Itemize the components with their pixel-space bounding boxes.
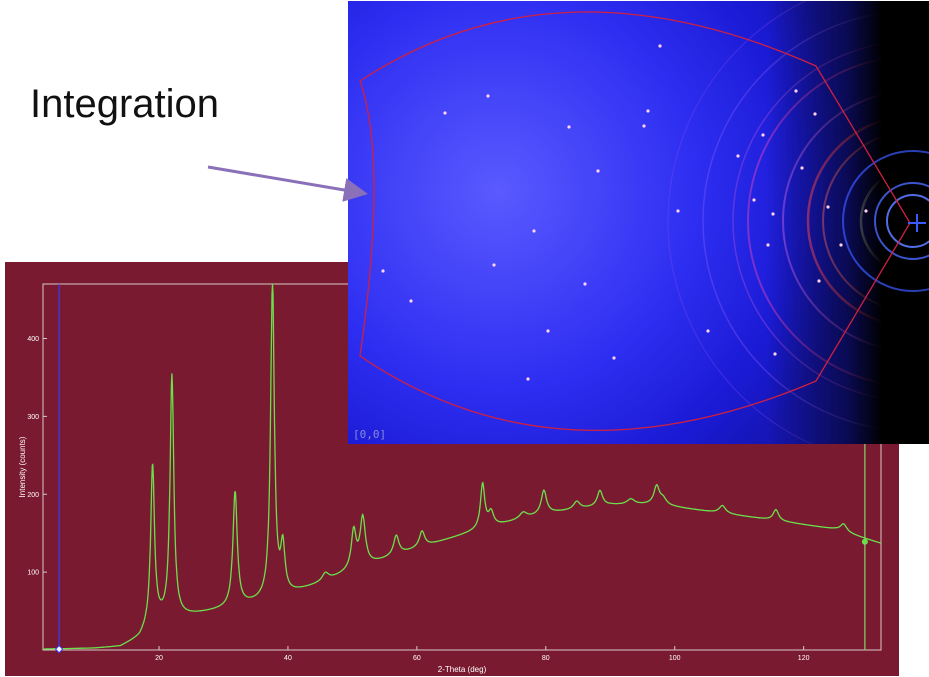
diffraction-spot bbox=[773, 352, 777, 356]
integration-arrow bbox=[207, 165, 368, 202]
diffraction-spot bbox=[567, 125, 571, 129]
diffraction-spots bbox=[381, 44, 868, 381]
diffraction-spot bbox=[486, 94, 490, 98]
diffraction-spot bbox=[526, 377, 530, 381]
diffraction-spot bbox=[443, 111, 447, 115]
diffraction-spot bbox=[813, 112, 817, 116]
diffraction-spot bbox=[817, 279, 821, 283]
diffraction-spot bbox=[826, 205, 830, 209]
diffraction-spot bbox=[532, 229, 536, 233]
x-tick-label: 40 bbox=[284, 655, 292, 662]
diffraction-trace bbox=[43, 283, 882, 650]
y-tick-label: 200 bbox=[27, 492, 39, 499]
x-tick-label: 60 bbox=[413, 655, 421, 662]
diffraction-spot bbox=[766, 243, 770, 247]
diffraction-spot bbox=[642, 124, 646, 128]
intensity-chart: 20 40 60 80 100 120 100 200 300 400 2-Theta (deg)… bbox=[18, 283, 882, 674]
x-tick-label: 100 bbox=[669, 655, 681, 662]
diffraction-spot bbox=[761, 133, 765, 137]
y-tick-label: 400 bbox=[27, 336, 39, 343]
x-tick-label: 20 bbox=[155, 655, 163, 662]
diffraction-spot bbox=[736, 154, 740, 158]
diffraction-spot bbox=[409, 299, 413, 303]
integration-mask bbox=[359, 11, 911, 431]
diffraction-spot bbox=[596, 169, 600, 173]
diffraction-spot bbox=[676, 209, 680, 213]
diffraction-spot bbox=[646, 109, 650, 113]
x-axis-label: 2-Theta (deg) bbox=[438, 665, 487, 674]
y-tick-label: 100 bbox=[27, 570, 39, 577]
y-axis-label: Intensity (counts) bbox=[18, 436, 27, 497]
diffraction-spot bbox=[658, 44, 662, 48]
detector-image: [0,0] bbox=[348, 1, 929, 444]
rings-beyond-edge bbox=[842, 150, 929, 292]
diffraction-spot bbox=[546, 329, 550, 333]
diffraction-spot bbox=[381, 269, 385, 273]
diffraction-spot bbox=[612, 356, 616, 360]
y-tick-label: 300 bbox=[27, 414, 39, 421]
beam-center-crosshair bbox=[908, 214, 926, 232]
x-tick-label: 80 bbox=[542, 655, 550, 662]
diffraction-spot bbox=[583, 282, 587, 286]
diffraction-spot bbox=[800, 166, 804, 170]
diffraction-spot bbox=[794, 89, 798, 93]
marker-point[interactable] bbox=[861, 538, 868, 545]
range-start-handle[interactable] bbox=[54, 644, 64, 654]
diffraction-spot bbox=[492, 263, 496, 267]
x-tick-label: 120 bbox=[798, 655, 810, 662]
detector-edge-shadow bbox=[348, 1, 929, 444]
slide-title: Integration bbox=[30, 82, 220, 126]
detector-image-svg bbox=[348, 1, 929, 444]
diffraction-spot bbox=[752, 198, 756, 202]
diffraction-spot bbox=[771, 212, 775, 216]
diffraction-spot bbox=[706, 329, 710, 333]
origin-coordinate-label: [0,0] bbox=[353, 428, 387, 441]
diffraction-spot bbox=[864, 209, 868, 213]
diffraction-spot bbox=[839, 243, 843, 247]
